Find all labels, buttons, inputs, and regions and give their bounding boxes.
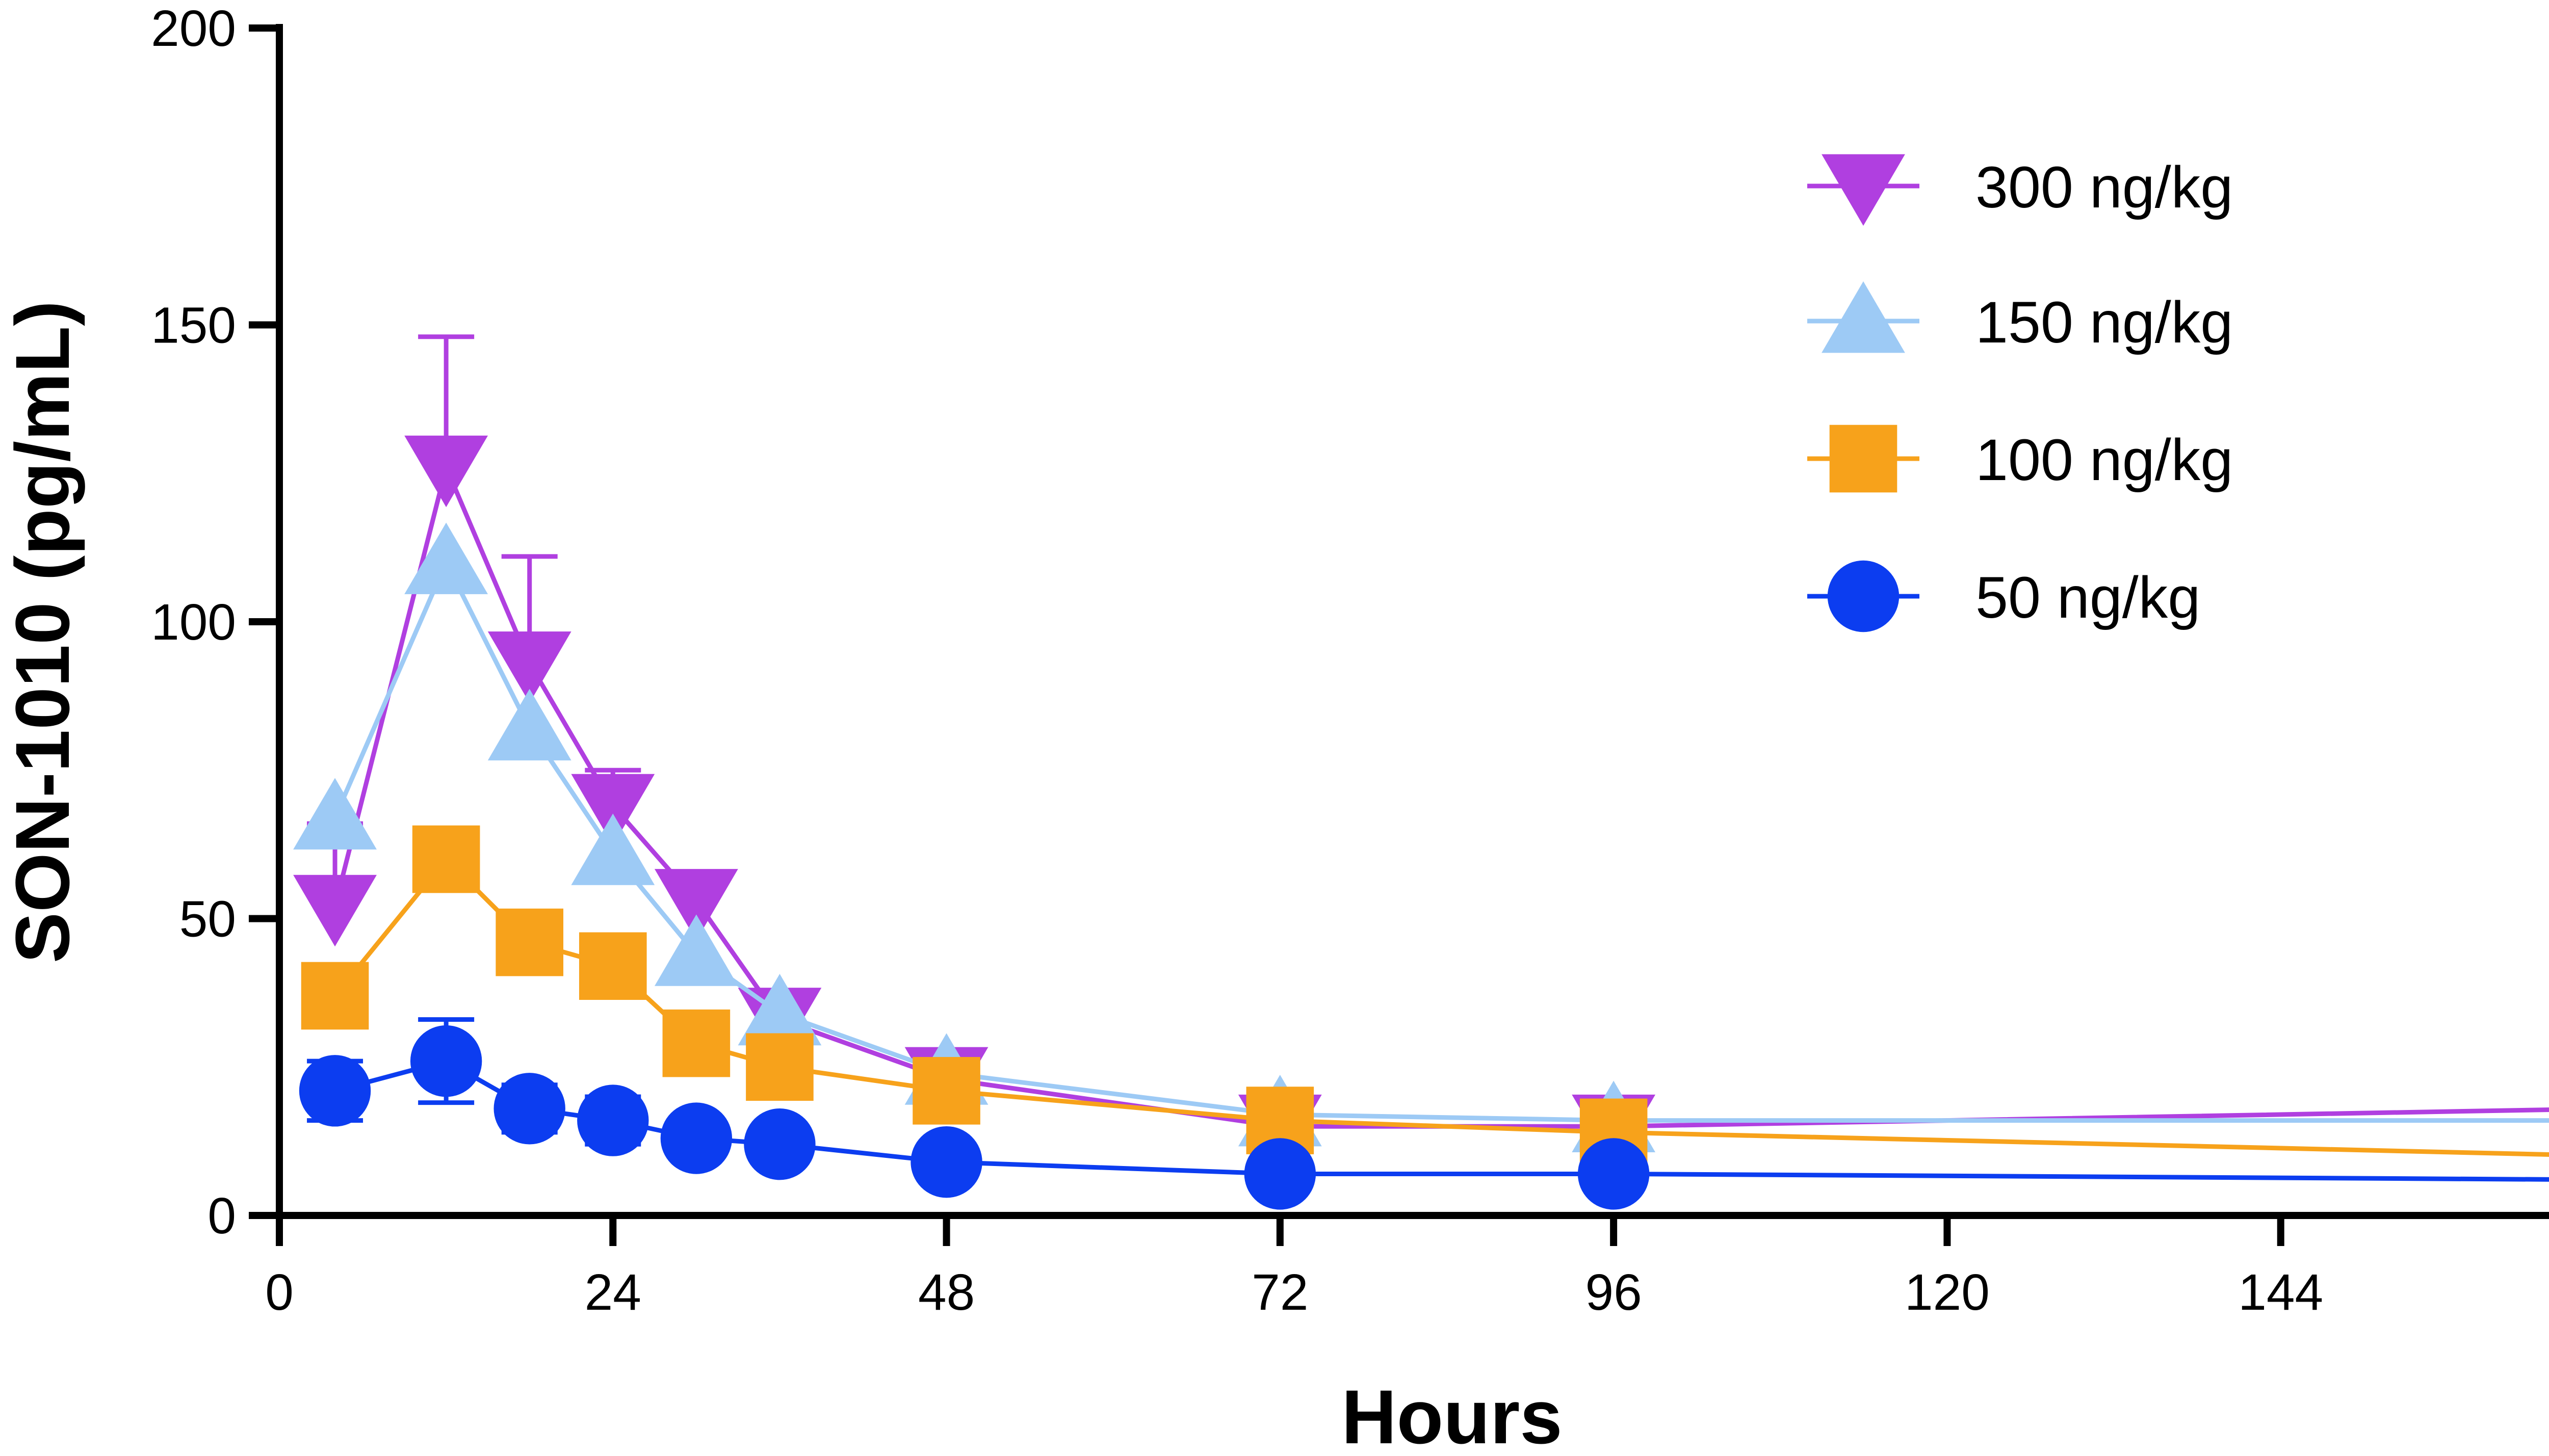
data-point bbox=[404, 435, 488, 508]
data-point bbox=[493, 1073, 565, 1145]
legend-marker bbox=[1822, 154, 1905, 226]
legend-marker bbox=[1829, 425, 1897, 493]
legend: 300 ng/kg 150 ng/kg 100 ng/kg 50 ng/kg bbox=[1807, 154, 2233, 632]
x-tick-label: 24 bbox=[585, 1264, 641, 1321]
data-point bbox=[738, 973, 822, 1046]
legend-marker bbox=[1827, 560, 1900, 632]
data-point bbox=[301, 962, 369, 1030]
series-layer bbox=[293, 334, 2549, 1210]
data-point bbox=[1577, 1138, 1650, 1210]
x-tick-label: 96 bbox=[1585, 1264, 1642, 1321]
axes: 050100150200024487296120144168 bbox=[151, 0, 2549, 1321]
legend-label: 300 ng/kg bbox=[1975, 155, 2233, 220]
x-tick-label: 144 bbox=[2238, 1264, 2323, 1321]
data-point bbox=[911, 1126, 982, 1198]
data-point bbox=[654, 869, 738, 941]
data-point bbox=[412, 825, 480, 893]
data-point bbox=[579, 932, 647, 1000]
x-tick-label: 0 bbox=[265, 1264, 294, 1321]
data-point bbox=[293, 778, 377, 850]
series-line bbox=[334, 1058, 2549, 1182]
y-axis-title: SON-1010 (pg/mL) bbox=[0, 301, 85, 963]
data-point bbox=[487, 689, 571, 761]
data-point bbox=[299, 1055, 371, 1127]
data-point bbox=[410, 1025, 482, 1097]
x-axis-title: Hours bbox=[1341, 1374, 1562, 1456]
data-point bbox=[496, 908, 564, 976]
data-point bbox=[1244, 1138, 1316, 1210]
legend-item: 300 ng/kg bbox=[1807, 154, 2233, 226]
y-tick-label: 150 bbox=[151, 297, 236, 354]
x-tick-label: 72 bbox=[1252, 1264, 1308, 1321]
y-tick-label: 0 bbox=[207, 1187, 236, 1245]
data-point bbox=[662, 1009, 731, 1077]
data-point bbox=[577, 1084, 649, 1156]
data-point bbox=[913, 1057, 980, 1125]
series-line bbox=[332, 560, 2549, 1123]
legend-label: 50 ng/kg bbox=[1975, 565, 2200, 630]
data-point bbox=[571, 774, 655, 846]
data-point bbox=[746, 1033, 814, 1101]
y-tick-label: 100 bbox=[151, 594, 236, 651]
data-point bbox=[404, 522, 488, 594]
data-point bbox=[654, 914, 738, 986]
x-tick-label: 48 bbox=[918, 1264, 975, 1321]
series-1 bbox=[293, 522, 2549, 1152]
data-point bbox=[487, 631, 571, 703]
series-line bbox=[333, 857, 2549, 1157]
legend-item: 150 ng/kg bbox=[1807, 281, 2233, 355]
legend-marker bbox=[1822, 281, 1905, 353]
y-tick-label: 50 bbox=[179, 891, 236, 948]
legend-item: 50 ng/kg bbox=[1807, 560, 2200, 632]
legend-label: 100 ng/kg bbox=[1975, 428, 2233, 493]
legend-label: 150 ng/kg bbox=[1975, 290, 2233, 355]
data-point bbox=[660, 1102, 733, 1174]
y-tick-label: 200 bbox=[151, 0, 236, 57]
data-point bbox=[744, 1108, 816, 1180]
series-3 bbox=[299, 1017, 2549, 1210]
data-point bbox=[571, 813, 655, 885]
data-point bbox=[293, 875, 377, 947]
x-tick-label: 120 bbox=[1905, 1264, 1990, 1321]
series-2 bbox=[301, 825, 2549, 1167]
legend-item: 100 ng/kg bbox=[1807, 425, 2233, 493]
